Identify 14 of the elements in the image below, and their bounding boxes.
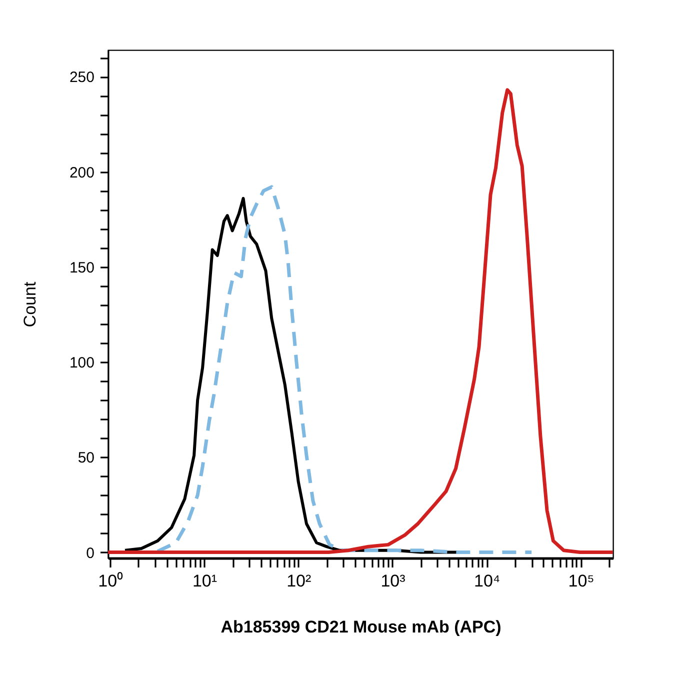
x-axis-title: Ab185399 CD21 Mouse mAb (APC) [220,618,502,636]
y-tick-label: 200 [69,164,94,182]
y-tick-label: 0 [86,544,94,562]
x-tick-label: 10⁴ [474,572,500,590]
x-tick-label: 10⁰ [98,572,124,590]
y-tick-label: 250 [69,69,94,86]
y-axis-title: Count [20,282,40,328]
x-tick-label: 10¹ [192,572,218,590]
x-tick-label: 10³ [380,572,406,590]
y-tick-label: 100 [69,354,94,372]
x-tick-label: 10² [286,572,312,590]
y-tick-label: 50 [78,450,94,467]
y-tick-label: 150 [69,259,94,276]
x-tick-label: 10⁵ [568,572,594,590]
